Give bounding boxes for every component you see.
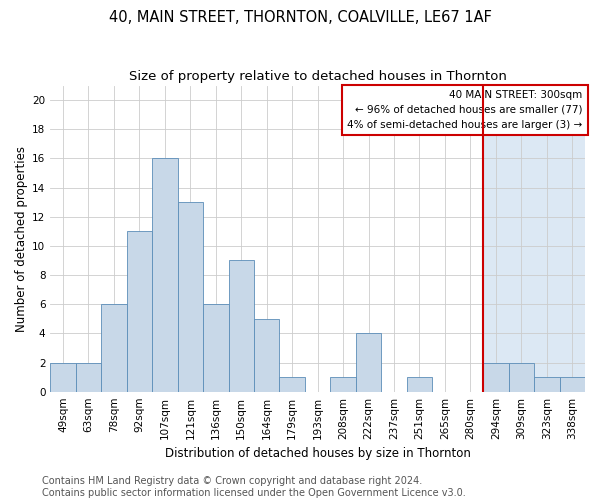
Bar: [178, 202, 203, 392]
Bar: [534, 377, 560, 392]
Bar: [483, 362, 509, 392]
Bar: [331, 377, 356, 392]
Bar: [280, 377, 305, 392]
Y-axis label: Number of detached properties: Number of detached properties: [15, 146, 28, 332]
Bar: [76, 362, 101, 392]
Bar: [483, 86, 585, 392]
Text: Contains HM Land Registry data © Crown copyright and database right 2024.
Contai: Contains HM Land Registry data © Crown c…: [42, 476, 466, 498]
Bar: [407, 377, 432, 392]
Title: Size of property relative to detached houses in Thornton: Size of property relative to detached ho…: [129, 70, 506, 83]
Bar: [127, 232, 152, 392]
Bar: [254, 319, 280, 392]
Bar: [356, 334, 381, 392]
Bar: [229, 260, 254, 392]
Bar: [560, 377, 585, 392]
Bar: [203, 304, 229, 392]
Bar: [101, 304, 127, 392]
X-axis label: Distribution of detached houses by size in Thornton: Distribution of detached houses by size …: [165, 447, 470, 460]
Text: 40 MAIN STREET: 300sqm
← 96% of detached houses are smaller (77)
4% of semi-deta: 40 MAIN STREET: 300sqm ← 96% of detached…: [347, 90, 583, 130]
Bar: [152, 158, 178, 392]
Text: 40, MAIN STREET, THORNTON, COALVILLE, LE67 1AF: 40, MAIN STREET, THORNTON, COALVILLE, LE…: [109, 10, 491, 25]
Bar: [509, 362, 534, 392]
Bar: [50, 362, 76, 392]
